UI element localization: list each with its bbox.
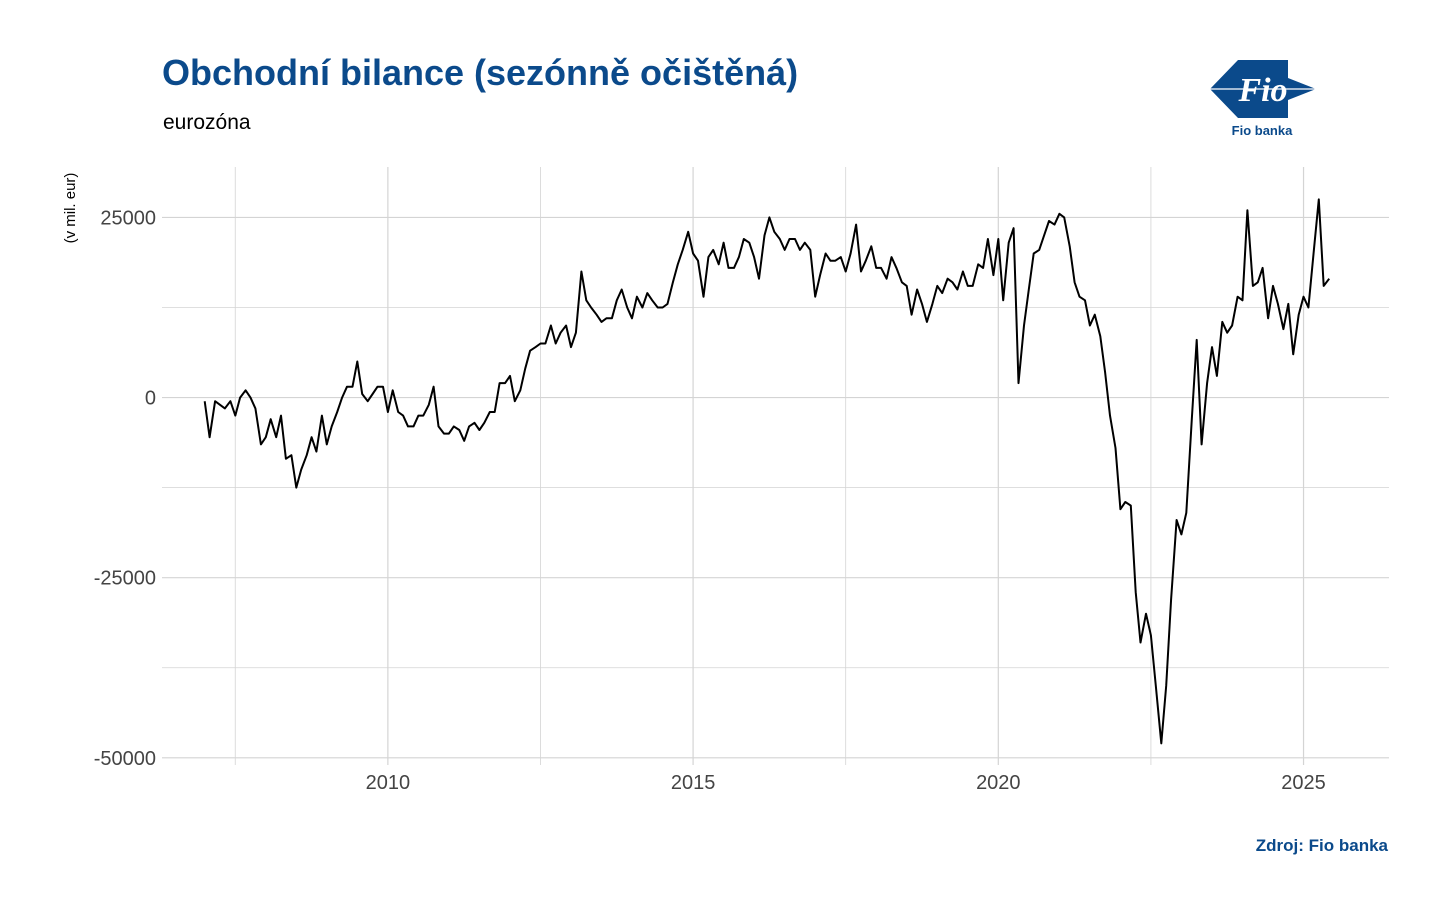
x-tick-label: 2020 (976, 772, 1021, 794)
grid (162, 167, 1389, 765)
x-tick-label: 2010 (366, 772, 411, 794)
fio-logo-icon: Fio Fio banka (1210, 60, 1316, 138)
x-tick-label: 2025 (1281, 772, 1326, 794)
source-note: Zdroj: Fio banka (1255, 836, 1388, 855)
logo-mark-text: Fio (1237, 72, 1287, 109)
y-axis-label: (v mil. eur) (62, 173, 79, 244)
axis-ticks: -50000 -25000 0 25000 2010 2015 2020 2025 (94, 207, 1326, 794)
y-tick-label: 0 (145, 388, 156, 410)
x-tick-label: 2015 (671, 772, 716, 794)
y-tick-label: -25000 (94, 568, 156, 590)
page-subtitle: eurozóna (163, 111, 251, 134)
fio-logo: Fio Fio banka (1208, 58, 1320, 140)
y-tick-label: -50000 (94, 748, 156, 770)
series-line (203, 198, 1330, 745)
y-tick-label: 25000 (100, 207, 156, 229)
logo-caption: Fio banka (1232, 123, 1293, 138)
page-title: Obchodní bilance (sezónně očištěná) (162, 52, 799, 93)
